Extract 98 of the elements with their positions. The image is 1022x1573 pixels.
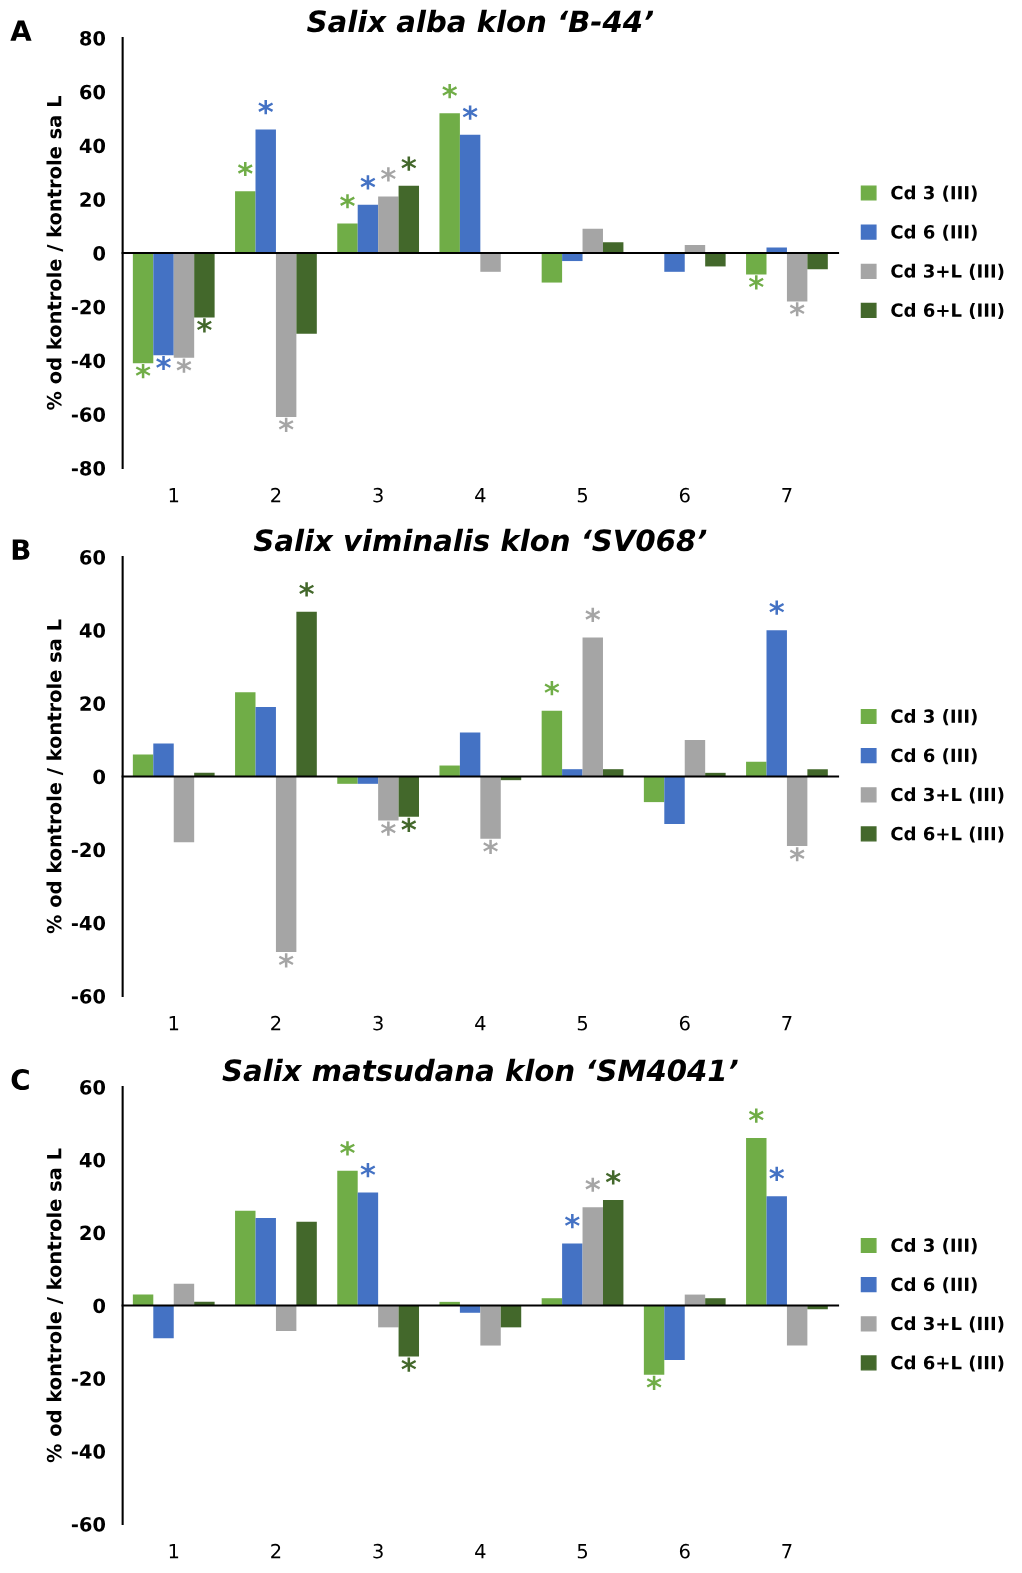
data-label: *	[176, 358, 192, 373]
x-tick-label: 6	[679, 1015, 690, 1031]
text: A	[10, 20, 32, 41]
y-tick-label: -60	[71, 407, 106, 422]
legend-label: Cd 6 (III)	[891, 1277, 977, 1294]
data-label: *	[340, 194, 355, 209]
legend-label: Cd 6+L (III)	[891, 302, 1004, 320]
data-label: *	[258, 100, 274, 115]
data-label: *	[340, 1141, 355, 1156]
x-tick-label: 4	[475, 488, 486, 503]
data-label: *	[360, 1163, 376, 1178]
legend-label: Cd 3 (III)	[891, 709, 977, 726]
data-label: *	[442, 83, 458, 99]
data-label: *	[544, 681, 560, 696]
data-label: *	[197, 318, 212, 333]
chart-title: Salix matsudana klon ‘SM4041’	[222, 1058, 738, 1082]
x-tick-label: 4	[475, 1544, 486, 1559]
x-tick-label: 2	[271, 1543, 281, 1559]
data-label: *	[585, 1177, 601, 1192]
x-tick-label: 3	[373, 487, 383, 503]
legend-label: Cd 6 (III)	[891, 748, 977, 765]
y-tick-label: -20	[71, 299, 106, 315]
legend-label: Cd 3 (III)	[891, 1238, 977, 1255]
x-tick-label: 5	[577, 1016, 588, 1031]
y-tick-label: -20	[71, 842, 106, 858]
x-tick-label: 1	[169, 1016, 179, 1031]
legend-label: Cd 6+L (III)	[891, 826, 1004, 843]
data-label: *	[299, 582, 314, 597]
data-label: *	[483, 839, 498, 854]
x-tick-label: 6	[679, 487, 690, 503]
y-tick-label: 0	[93, 769, 106, 785]
data-label: *	[401, 817, 417, 833]
text: C	[11, 1069, 29, 1091]
legend-label: Cd 6 (III)	[891, 224, 977, 241]
legend-label: Cd 3 (III)	[891, 185, 977, 202]
data-label: *	[789, 302, 805, 317]
y-tick-label: 40	[79, 138, 106, 154]
data-label: *	[462, 105, 478, 120]
data-label: *	[748, 1108, 764, 1123]
data-label: *	[401, 1357, 417, 1372]
x-tick-label: 7	[782, 1016, 792, 1031]
x-tick-label: 2	[271, 1015, 281, 1031]
x-tick-label: 2	[271, 487, 281, 503]
y-tick-label: -60	[71, 988, 106, 1004]
legend-label: Cd 6+L (III)	[891, 1355, 1004, 1372]
y-tick-label: -40	[71, 1444, 106, 1459]
legend-label: Cd 3+L (III)	[891, 1316, 1004, 1333]
x-tick-label: 3	[373, 1543, 383, 1559]
x-tick-label: 7	[782, 488, 792, 503]
y-tick-label: -60	[71, 1516, 106, 1532]
y-tick-label: 20	[80, 1225, 106, 1241]
y-tick-label: 60	[80, 84, 106, 100]
data-label: *	[401, 156, 417, 171]
y-tick-label: 40	[79, 1152, 106, 1168]
x-tick-label: 1	[169, 488, 179, 503]
data-label: *	[360, 175, 376, 190]
y-tick-label: -40	[71, 353, 106, 369]
data-label: *	[646, 1375, 662, 1390]
legend-label: Cd 3+L (III)	[891, 263, 1004, 280]
y-tick-label: 0	[93, 1298, 106, 1314]
x-tick-label: 7	[782, 1544, 792, 1559]
y-tick-label: 20	[80, 696, 106, 711]
y-tick-label: 20	[80, 192, 106, 207]
data-label: *	[769, 1166, 785, 1181]
data-label: *	[278, 953, 294, 968]
y-tick-label: -80	[71, 460, 106, 476]
x-tick-label: 3	[373, 1015, 383, 1031]
y-axis-title: % od kontrole / kontrole sa L	[46, 1148, 64, 1463]
data-label: *	[156, 355, 171, 371]
x-tick-label: 5	[577, 488, 588, 503]
data-label: *	[380, 167, 396, 182]
y-tick-label: -40	[71, 915, 106, 931]
data-label: *	[278, 417, 294, 432]
y-axis-title: % od kontrole / kontrole sa L	[46, 96, 64, 410]
y-tick-label: -20	[71, 1371, 106, 1386]
text: B	[12, 539, 30, 560]
data-label: *	[605, 1170, 621, 1185]
chart-title: Salix viminalis klon ‘SV068’	[253, 528, 707, 552]
y-tick-label: 0	[93, 245, 106, 261]
data-label: *	[585, 607, 601, 623]
x-tick-label: 1	[169, 1544, 179, 1559]
data-label: *	[237, 161, 253, 177]
x-tick-label: 4	[475, 1016, 486, 1031]
legend-label: Cd 3+L (III)	[891, 787, 1004, 804]
data-label: *	[564, 1214, 580, 1229]
y-axis-title: % od kontrole / kontrole sa L	[46, 619, 64, 934]
data-label: *	[748, 275, 764, 290]
data-label: *	[380, 821, 396, 836]
chart-title: Salix alba klon ‘B-44’	[307, 9, 654, 33]
x-tick-label: 5	[577, 1544, 588, 1559]
y-tick-label: 80	[80, 30, 106, 46]
data-label: *	[789, 847, 805, 862]
y-tick-label: 40	[79, 623, 106, 638]
y-tick-label: 60	[80, 549, 106, 565]
x-tick-label: 6	[679, 1543, 690, 1559]
data-label: *	[135, 363, 151, 379]
y-tick-label: 60	[80, 1079, 106, 1095]
data-label: *	[769, 600, 785, 615]
